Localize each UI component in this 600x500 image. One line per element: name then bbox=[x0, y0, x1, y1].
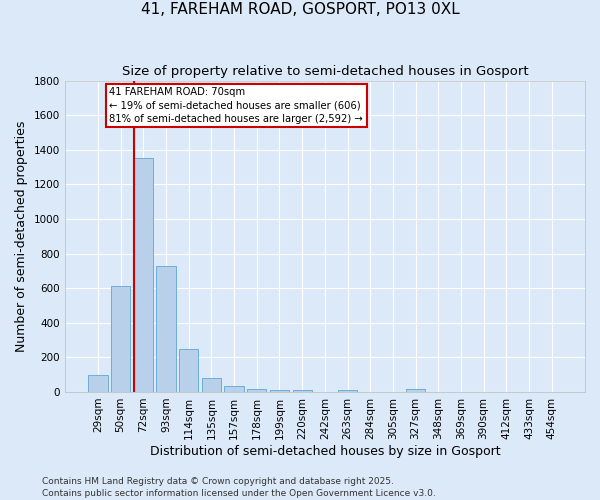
Bar bbox=[202, 378, 221, 392]
Bar bbox=[111, 286, 130, 392]
Bar bbox=[247, 390, 266, 392]
Text: Contains HM Land Registry data © Crown copyright and database right 2025.
Contai: Contains HM Land Registry data © Crown c… bbox=[42, 476, 436, 498]
Bar bbox=[179, 348, 199, 392]
Bar bbox=[134, 158, 153, 392]
Bar bbox=[270, 390, 289, 392]
Bar bbox=[157, 266, 176, 392]
Bar bbox=[88, 374, 107, 392]
Text: 41 FAREHAM ROAD: 70sqm
← 19% of semi-detached houses are smaller (606)
81% of se: 41 FAREHAM ROAD: 70sqm ← 19% of semi-det… bbox=[109, 88, 363, 124]
Text: 41, FAREHAM ROAD, GOSPORT, PO13 0XL: 41, FAREHAM ROAD, GOSPORT, PO13 0XL bbox=[140, 2, 460, 18]
Bar bbox=[406, 390, 425, 392]
Bar bbox=[224, 386, 244, 392]
Bar bbox=[338, 390, 357, 392]
Y-axis label: Number of semi-detached properties: Number of semi-detached properties bbox=[15, 120, 28, 352]
Bar bbox=[293, 390, 312, 392]
Title: Size of property relative to semi-detached houses in Gosport: Size of property relative to semi-detach… bbox=[122, 65, 528, 78]
X-axis label: Distribution of semi-detached houses by size in Gosport: Distribution of semi-detached houses by … bbox=[149, 444, 500, 458]
